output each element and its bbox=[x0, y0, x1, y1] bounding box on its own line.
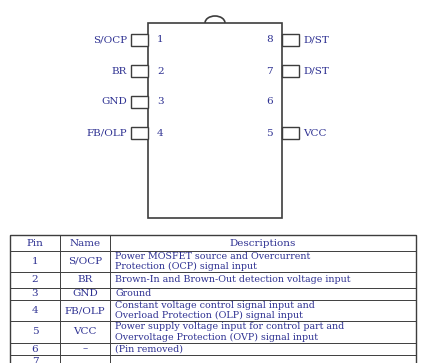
Text: 2: 2 bbox=[32, 276, 38, 285]
Text: –: – bbox=[82, 344, 88, 354]
Text: 4: 4 bbox=[32, 306, 38, 315]
Text: S/OCP: S/OCP bbox=[68, 257, 102, 266]
Bar bbox=[131, 96, 148, 108]
Text: Ground: Ground bbox=[115, 290, 151, 298]
Text: FB/OLP: FB/OLP bbox=[65, 306, 105, 315]
Text: Pin: Pin bbox=[26, 238, 43, 248]
Text: BR: BR bbox=[77, 276, 93, 285]
Text: 8: 8 bbox=[266, 36, 273, 45]
Text: 4: 4 bbox=[157, 129, 164, 138]
Text: Power supply voltage input for control part and: Power supply voltage input for control p… bbox=[115, 322, 344, 331]
Text: 2: 2 bbox=[157, 66, 164, 76]
Text: 5: 5 bbox=[266, 129, 273, 138]
Text: Brown-In and Brown-Out detection voltage input: Brown-In and Brown-Out detection voltage… bbox=[115, 276, 351, 285]
Bar bbox=[282, 65, 299, 77]
Text: Protection (OCP) signal input: Protection (OCP) signal input bbox=[115, 262, 257, 271]
Text: Power MOSFET source and Overcurrent: Power MOSFET source and Overcurrent bbox=[115, 252, 310, 261]
Text: VCC: VCC bbox=[73, 327, 97, 337]
Bar bbox=[10, 235, 416, 363]
Text: Constant voltage control signal input and: Constant voltage control signal input an… bbox=[115, 301, 315, 310]
Bar bbox=[148, 23, 282, 218]
Text: BR: BR bbox=[112, 66, 127, 76]
Text: GND: GND bbox=[72, 290, 98, 298]
Text: VCC: VCC bbox=[303, 129, 326, 138]
Text: 7: 7 bbox=[32, 356, 38, 363]
Bar bbox=[282, 34, 299, 46]
Text: Overvoltage Protection (OVP) signal input: Overvoltage Protection (OVP) signal inpu… bbox=[115, 333, 318, 342]
Text: 5: 5 bbox=[32, 327, 38, 337]
Text: Descriptions: Descriptions bbox=[230, 238, 296, 248]
Text: (Pin removed): (Pin removed) bbox=[115, 344, 183, 354]
Bar bbox=[282, 127, 299, 139]
Bar bbox=[131, 65, 148, 77]
Text: 7: 7 bbox=[266, 66, 273, 76]
Text: D/ST: D/ST bbox=[303, 66, 329, 76]
Text: 6: 6 bbox=[266, 98, 273, 106]
Text: 3: 3 bbox=[32, 290, 38, 298]
Text: 1: 1 bbox=[32, 257, 38, 266]
Text: 3: 3 bbox=[157, 98, 164, 106]
Text: 1: 1 bbox=[157, 36, 164, 45]
Text: 6: 6 bbox=[32, 344, 38, 354]
Text: Overload Protection (OLP) signal input: Overload Protection (OLP) signal input bbox=[115, 311, 303, 320]
Bar bbox=[131, 34, 148, 46]
Text: GND: GND bbox=[101, 98, 127, 106]
Text: S/OCP: S/OCP bbox=[93, 36, 127, 45]
Text: Name: Name bbox=[69, 238, 101, 248]
Text: D/ST: D/ST bbox=[303, 36, 329, 45]
Text: FB/OLP: FB/OLP bbox=[86, 129, 127, 138]
Bar bbox=[131, 127, 148, 139]
